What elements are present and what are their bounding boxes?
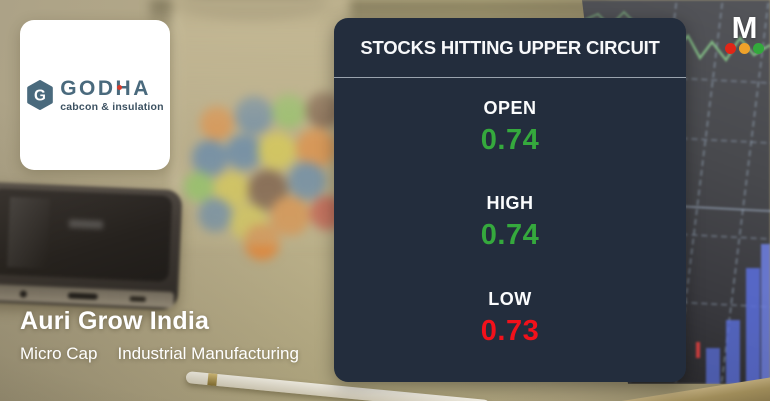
brand-red-dot-icon [117,84,123,90]
speaker-grill [129,296,146,302]
stats-panel: STOCKS HITTING UPPER CIRCUIT OPEN 0.74 H… [334,18,686,382]
brand-tagline: cabcon & insulation [60,100,164,113]
orange-dot-icon [738,43,750,54]
brand-name: GODHA [60,76,151,100]
screen-glare [7,196,51,269]
smartphone-screen [0,188,173,282]
stat-low-value: 0.73 [480,314,540,347]
jar-glass [172,0,350,246]
stat-open-label: OPEN [483,98,537,119]
charging-port [67,292,98,300]
m-letter: M [731,10,758,45]
headphone-jack [19,290,27,298]
company-logo-card: G GODHA cabcon & insulation [20,20,170,170]
green-dot-icon [752,43,764,54]
company-name: Auri Grow India [20,307,210,335]
candy-jar [172,0,350,260]
tag-sector: Industrial Manufacturing [117,343,299,363]
panel-body: OPEN 0.74 HIGH 0.74 LOW 0.73 [334,78,686,382]
godha-hexagon-icon: G [27,80,54,110]
marketfeed-logo: M [722,10,766,54]
stat-high: HIGH 0.74 [334,193,686,252]
red-dot-icon [724,43,736,54]
smartphone [0,181,183,311]
godha-wordmark: GODHA cabcon & insulation [60,78,164,113]
clock-glow [68,219,104,229]
godha-logo: G GODHA cabcon & insulation [26,78,164,113]
svg-text:G: G [34,87,46,104]
jar-highlight [174,14,177,214]
panel-header: STOCKS HITTING UPPER CIRCUIT [334,18,686,78]
panel-title: STOCKS HITTING UPPER CIRCUIT [360,36,660,58]
bottom-border [0,401,770,404]
company-info: Auri Grow India Micro Cap Industrial Man… [20,307,299,364]
stat-open-value: 0.74 [480,124,540,157]
stat-open: OPEN 0.74 [334,98,686,157]
stat-low: LOW 0.73 [334,289,686,348]
stat-low-label: LOW [488,288,532,309]
m-logo-dots [722,43,766,54]
tag-market-cap: Micro Cap [20,343,98,363]
smartphone-edge [0,283,175,309]
stat-high-label: HIGH [486,193,534,214]
stylus-band [207,373,218,386]
company-tags: Micro Cap Industrial Manufacturing [20,344,299,364]
stat-high-value: 0.74 [480,219,540,252]
